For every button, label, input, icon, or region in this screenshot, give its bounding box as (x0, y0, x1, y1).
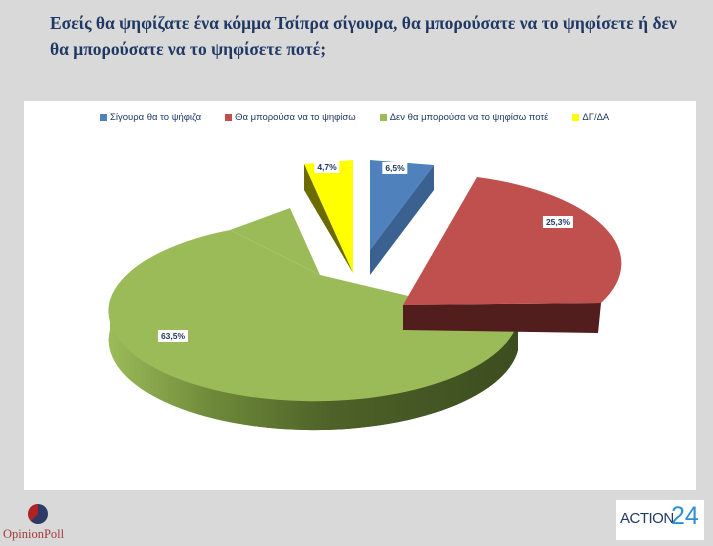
legend-swatch-green (379, 113, 387, 121)
data-label-red: 25,3% (542, 216, 574, 228)
opinion-poll-logo-text: OpinionPoll (3, 527, 65, 541)
action24-logo-number: 24 (671, 502, 699, 530)
action24-logo-text: ACTION (620, 510, 674, 527)
pie-slice-red (403, 177, 622, 333)
action24-logo (616, 500, 704, 540)
legend-label: Σίγουρα θα το ψήφιζα (110, 111, 202, 123)
pie-slice-yellow (304, 160, 353, 273)
legend-swatch-yellow (572, 113, 580, 121)
chart-title: Εσείς θα ψηφίζατε ένα κόμμα Τσίπρα σίγου… (50, 13, 677, 59)
legend-item-could: Θα μπορούσα να το ψηφίσω (225, 112, 356, 123)
data-label-yellow: 4,7% (314, 161, 340, 173)
legend-swatch-red (225, 113, 233, 121)
pie-slice-green (108, 230, 519, 431)
legend-label: ΔΓ/ΔΑ (582, 111, 610, 123)
legend-label: Θα μπορούσα να το ψηφίσω (235, 111, 356, 123)
legend-item-dk: ΔΓ/ΔΑ (572, 112, 609, 123)
legend-item-never: Δεν θα μπορούσα να το ψηφίσω ποτέ (379, 111, 549, 123)
opinion-poll-logo-icon (28, 504, 48, 524)
legend-swatch-blue (100, 113, 107, 121)
chart-legend: Σίγουρα θα το ψήφιζα Θα μπορούσα να το ψ… (100, 110, 633, 124)
legend-label: Δεν θα μπορούσα να το ψηφίσω ποτέ (389, 111, 549, 123)
data-label-blue: 6,5% (382, 162, 408, 174)
legend-item-sure: Σίγουρα θα το ψήφιζα (100, 112, 201, 123)
pie-slice-blue (370, 160, 434, 275)
data-label-green: 63,5% (157, 330, 189, 342)
